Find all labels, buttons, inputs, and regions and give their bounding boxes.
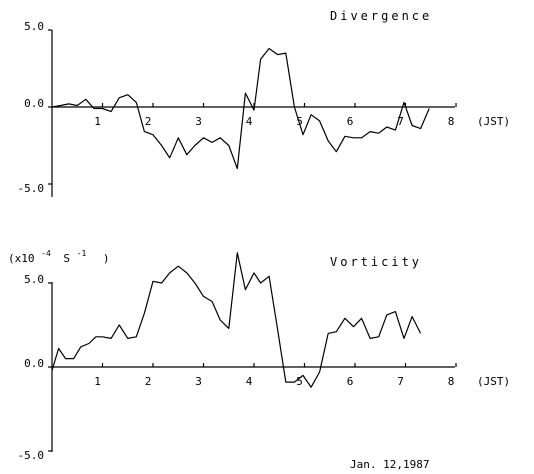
vorticity-x-tick-label: 1 xyxy=(94,375,101,388)
divergence-y-ticks: 5.0 0.0 -5.0 xyxy=(18,20,52,195)
divergence-x-tick-label: 8 xyxy=(448,115,455,128)
divergence-title: Divergence xyxy=(330,9,432,23)
vorticity-y-ticks: 5.0 0.0 -5.0 xyxy=(18,273,52,462)
divergence-x-tick-label: 2 xyxy=(145,115,152,128)
vorticity-unit-exp: -4 xyxy=(41,249,51,258)
divergence-y-tick-label: -5.0 xyxy=(18,182,45,195)
divergence-y-tick-label: 0.0 xyxy=(24,97,44,110)
vorticity-x-tick-label: 3 xyxy=(195,375,202,388)
divergence-y-tick-label: 5.0 xyxy=(24,20,44,33)
vorticity-unit-close: ) xyxy=(103,252,110,265)
vorticity-unit-base: (x10 xyxy=(8,252,35,265)
date-footer: Jan. 12,1987 xyxy=(350,458,429,471)
vorticity-x-tick-label: 6 xyxy=(347,375,354,388)
vorticity-x-tick-label: 7 xyxy=(397,375,404,388)
vorticity-x-tick-label: 4 xyxy=(246,375,253,388)
divergence-x-unit: (JST) xyxy=(477,115,510,128)
divergence-x-tick-label: 6 xyxy=(347,115,354,128)
vorticity-unit-tail-exp: -1 xyxy=(77,249,87,258)
vorticity-unit-label: (x10 -4 S -1 ) xyxy=(8,246,110,265)
divergence-x-tick-label: 3 xyxy=(195,115,202,128)
divergence-x-tick-label: 4 xyxy=(246,115,253,128)
divergence-series-line xyxy=(51,47,430,170)
vorticity-x-ticks: 1 2 3 4 5 6 7 8 xyxy=(94,363,457,388)
vorticity-chart: (x10 -4 S -1 ) Vorticity 5.0 0.0 -5.0 1 2 3 4… xyxy=(8,246,510,462)
divergence-x-tick-label: 1 xyxy=(94,115,101,128)
vorticity-title: Vorticity xyxy=(330,255,422,269)
divergence-x-tick-label: 7 xyxy=(397,115,404,128)
vorticity-x-tick-label: 8 xyxy=(448,375,455,388)
vorticity-series-line xyxy=(51,252,422,388)
vorticity-y-tick-label: 0.0 xyxy=(24,357,44,370)
vorticity-x-unit: (JST) xyxy=(477,375,510,388)
vorticity-y-tick-label: 5.0 xyxy=(24,273,44,286)
vorticity-x-tick-label: 2 xyxy=(145,375,152,388)
vorticity-y-tick-label: -5.0 xyxy=(18,449,45,462)
vorticity-x-tick-label: 5 xyxy=(296,375,303,388)
vorticity-unit-tail: S xyxy=(63,252,70,265)
